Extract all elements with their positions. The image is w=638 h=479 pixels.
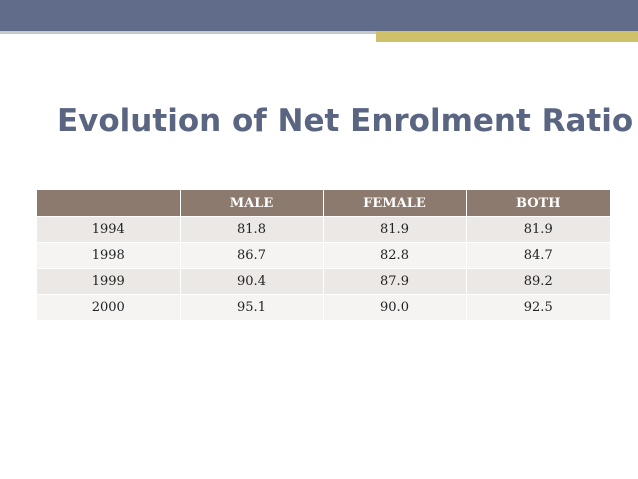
table-header-row: MALE FEMALE BOTH: [37, 190, 610, 217]
table-row: 1999 90.4 87.9 89.2: [37, 268, 610, 295]
cell-year: 1998: [37, 242, 181, 269]
top-banner: [0, 0, 638, 31]
header-cell-both: BOTH: [466, 190, 610, 217]
accent-block: [376, 31, 638, 42]
header-cell-year: [37, 190, 181, 217]
cell-female: 87.9: [323, 268, 467, 295]
top-banner-divider: [0, 31, 638, 34]
cell-year: 1999: [37, 268, 181, 295]
cell-male: 86.7: [180, 242, 324, 269]
cell-year: 1994: [37, 216, 181, 243]
cell-female: 82.8: [323, 242, 467, 269]
cell-female: 81.9: [323, 216, 467, 243]
cell-both: 84.7: [466, 242, 610, 269]
cell-female: 90.0: [323, 294, 467, 320]
cell-both: 92.5: [466, 294, 610, 320]
slide-title: Evolution of Net Enrolment Ratio: [57, 103, 634, 139]
header-cell-female: FEMALE: [323, 190, 467, 217]
table-row: 1998 86.7 82.8 84.7: [37, 242, 610, 269]
table-row: 1994 81.8 81.9 81.9: [37, 216, 610, 243]
enrolment-table: MALE FEMALE BOTH 1994 81.8 81.9 81.9 199…: [37, 190, 610, 320]
table-row: 2000 95.1 90.0 92.5: [37, 294, 610, 320]
header-cell-male: MALE: [180, 190, 324, 217]
cell-male: 95.1: [180, 294, 324, 320]
cell-male: 90.4: [180, 268, 324, 295]
cell-both: 89.2: [466, 268, 610, 295]
cell-both: 81.9: [466, 216, 610, 243]
cell-male: 81.8: [180, 216, 324, 243]
cell-year: 2000: [37, 294, 181, 320]
